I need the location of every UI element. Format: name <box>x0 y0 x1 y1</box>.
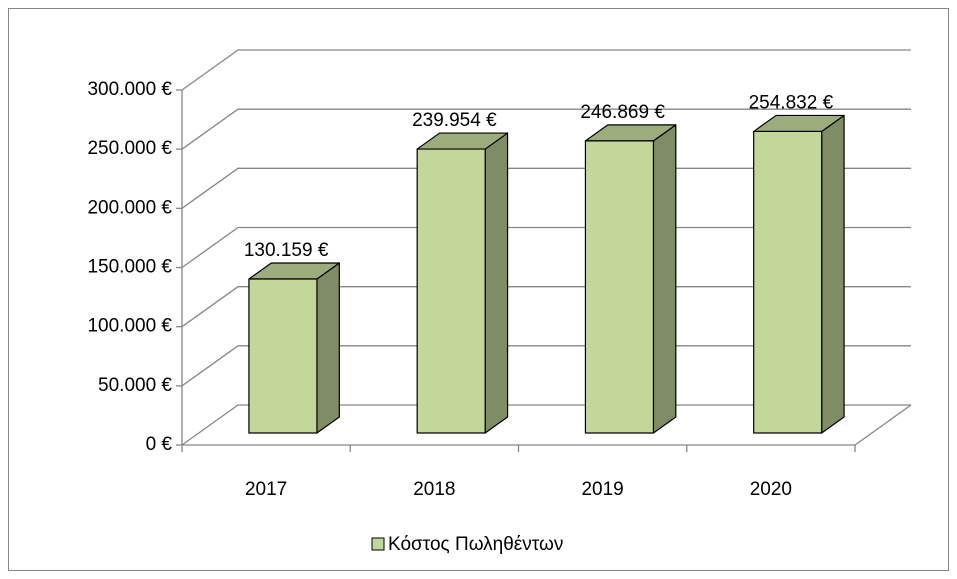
y-tick-label: 0 € <box>146 434 173 455</box>
y-tick-label: 300.000 € <box>87 79 172 100</box>
grid-line <box>181 286 911 328</box>
legend-label: Κόστος Πωληθέντων <box>388 534 563 555</box>
bar-side <box>484 132 509 434</box>
grid-line <box>181 345 911 387</box>
grid-line <box>181 49 911 91</box>
bar-side <box>821 114 845 434</box>
bar-side <box>316 262 340 434</box>
x-tick-label: 2020 <box>750 479 792 500</box>
value-label: 239.954 € <box>412 110 497 131</box>
x-tick-label: 2019 <box>581 479 623 500</box>
y-tick-label: 100.000 € <box>87 316 172 337</box>
grid-line <box>181 167 911 209</box>
value-label: 130.159 € <box>244 240 329 261</box>
legend-swatch <box>371 537 385 551</box>
y-tick-label: 250.000 € <box>87 138 172 159</box>
value-label: 254.832 € <box>749 92 834 113</box>
bar <box>584 140 655 434</box>
bar-side <box>652 124 677 434</box>
x-tick-label: 2018 <box>413 479 455 500</box>
grid-line <box>181 404 911 446</box>
y-tick-label: 150.000 € <box>87 257 172 278</box>
bar <box>248 278 318 434</box>
bar <box>416 148 486 434</box>
value-label: 246.869 € <box>580 102 665 123</box>
grid-line <box>181 226 911 269</box>
grid-line <box>181 108 911 150</box>
y-tick-label: 200.000 € <box>87 197 172 218</box>
x-tick-label: 2017 <box>245 479 287 500</box>
bar <box>753 130 823 434</box>
y-tick-label: 50.000 € <box>98 375 172 396</box>
